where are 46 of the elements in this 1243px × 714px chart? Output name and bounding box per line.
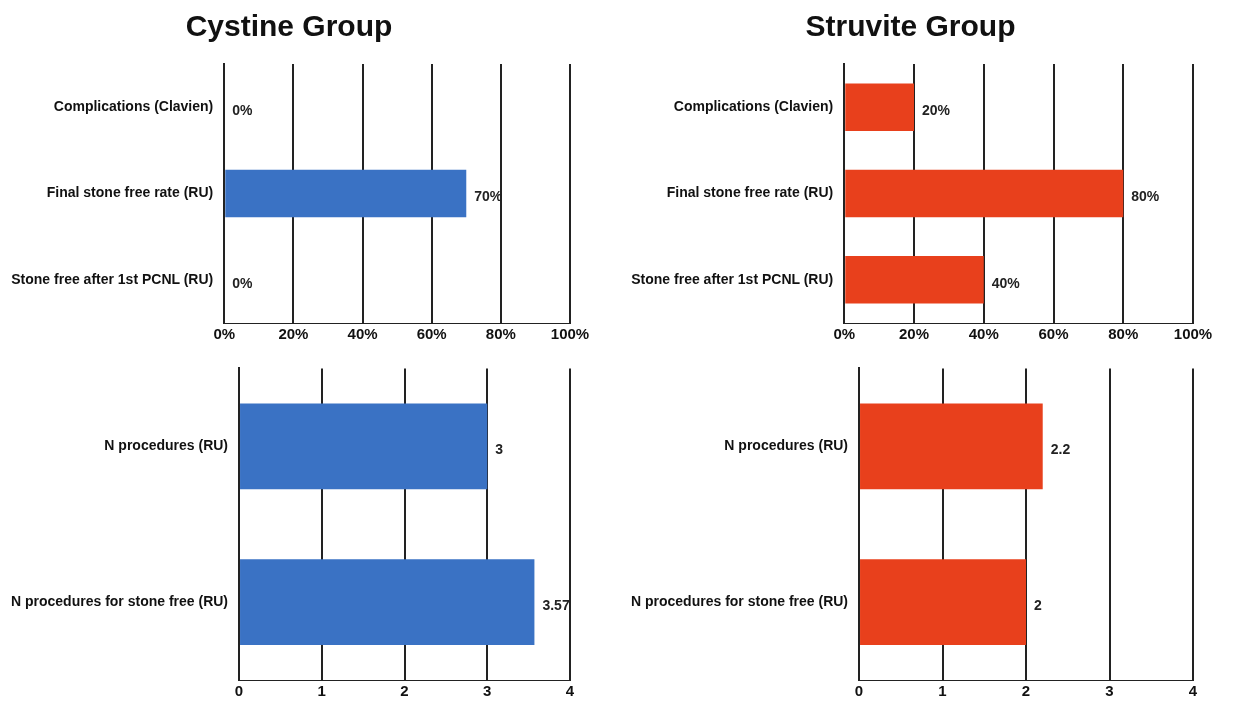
x-tick-label: 1 [938, 682, 947, 700]
bar [845, 169, 1124, 218]
bar [845, 256, 984, 304]
data-label: 80% [1131, 188, 1160, 205]
y-tick-label: Complications (Clavien) [53, 98, 214, 115]
y-tick-label: Final stone free rate (RU) [46, 184, 214, 201]
data-label: 20% [922, 102, 951, 119]
y-tick-label: Stone free after 1st PCNL (RU) [631, 270, 834, 287]
x-tick-label: 4 [1188, 682, 1198, 700]
x-tick-label: 4 [565, 682, 575, 700]
x-tick-label: 2 [1021, 682, 1031, 700]
y-tick-label: Final stone free rate (RU) [666, 184, 834, 201]
x-tick-label: 2 [400, 682, 409, 700]
x-tick-label: 80% [485, 325, 516, 343]
chart-title: Struvite Group [805, 9, 1016, 43]
x-tick-label: 80% [1108, 325, 1139, 343]
x-tick-label: 0% [213, 325, 236, 343]
data-label: 2.2 [1050, 441, 1071, 458]
x-tick-label: 20% [898, 325, 930, 343]
data-label: 40% [991, 274, 1021, 291]
x-tick-label: 1 [317, 682, 326, 700]
chart-title: Cystine Group [185, 9, 393, 43]
data-label: 3.57 [542, 596, 570, 613]
bar [845, 83, 914, 131]
y-tick-label: Stone free after 1st PCNL (RU) [11, 270, 214, 287]
data-label: 2 [1034, 596, 1043, 613]
x-tick-label: 0 [234, 682, 244, 700]
x-tick-label: 3 [483, 682, 492, 700]
x-tick-label: 40% [347, 325, 378, 343]
x-tick-label: 0% [833, 325, 856, 343]
x-tick-label: 20% [278, 325, 309, 343]
x-tick-label: 100% [550, 325, 590, 343]
x-tick-label: 60% [1038, 325, 1069, 343]
y-tick-label: N procedures for stone free (RU) [630, 592, 849, 609]
data-label: 0% [232, 274, 254, 291]
x-tick-label: 100% [1173, 325, 1213, 343]
x-tick-label: 0 [854, 682, 864, 700]
data-label: 0% [232, 102, 254, 119]
x-tick-label: 40% [968, 325, 999, 343]
y-tick-label: N procedures for stone free (RU) [10, 592, 229, 609]
data-label: 3 [495, 441, 504, 458]
y-tick-label: Complications (Clavien) [673, 98, 834, 115]
x-tick-label: 3 [1105, 682, 1114, 700]
y-tick-label: N procedures (RU) [724, 437, 849, 454]
y-tick-label: N procedures (RU) [104, 437, 229, 454]
x-tick-label: 60% [416, 325, 447, 343]
